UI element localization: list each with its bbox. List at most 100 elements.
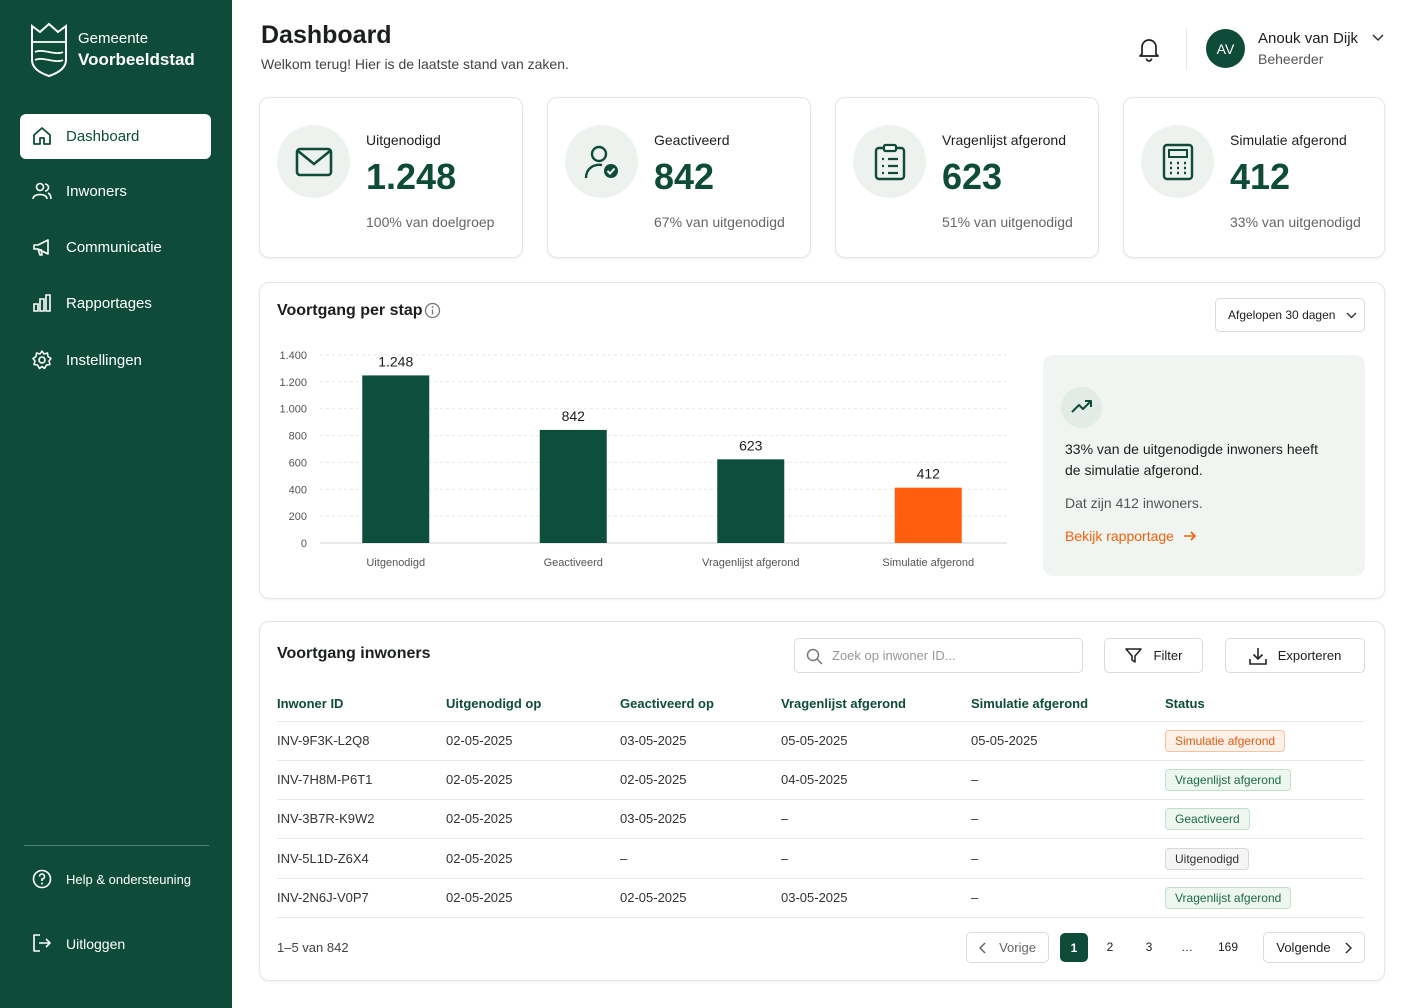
page-subtitle: Welkom terug! Hier is de laatste stand v… <box>261 56 569 72</box>
x-tick-label: Vragenlijst afgerond <box>702 557 799 569</box>
nav-label: Instellingen <box>66 352 142 369</box>
card-value: 1.248 <box>366 156 457 197</box>
bar <box>539 429 607 543</box>
sidebar: Gemeente Voorbeeldstad Dashboard Inwoner… <box>0 0 232 1008</box>
table-cell: 04-05-2025 <box>781 772 848 788</box>
page-button[interactable]: 169 <box>1217 940 1239 954</box>
y-tick-label: 1.200 <box>279 377 307 389</box>
card-icon <box>853 125 926 198</box>
card-icon <box>277 125 350 198</box>
x-tick-label: Simulatie afgerond <box>882 557 974 569</box>
divider <box>1186 28 1187 70</box>
period-select[interactable]: Afgelopen 30 dagen <box>1215 298 1365 332</box>
prev-label: Vorige <box>999 940 1036 955</box>
nav-item[interactable]: Dashboard <box>20 114 211 159</box>
table-cell: – <box>971 772 979 788</box>
table-cell: – <box>971 850 979 866</box>
search-input[interactable]: Zoek op inwoner ID... <box>794 638 1083 673</box>
insight-link[interactable]: Bekijk rapportage <box>1065 528 1197 544</box>
card-label: Geactiveerd <box>654 132 730 148</box>
table-cell: INV-7H8M-P6T1 <box>277 772 373 788</box>
help-label: Help & ondersteuning <box>66 872 192 887</box>
table-cell: 05-05-2025 <box>781 733 848 748</box>
nav-label: Dashboard <box>66 128 140 145</box>
user-menu-chevron[interactable] <box>1371 32 1385 44</box>
nav-label: Inwoners <box>66 183 127 200</box>
nav-item[interactable]: Instellingen <box>20 338 211 383</box>
card-value: 842 <box>654 156 715 197</box>
row-line <box>277 838 1364 840</box>
filter-label: Filter <box>1153 648 1183 663</box>
brand-line2: Voorbeeldstad <box>78 50 195 69</box>
table-cell: 02-05-2025 <box>446 889 513 905</box>
export-button[interactable]: Exporteren <box>1225 638 1365 673</box>
card-label: Simulatie afgerond <box>1230 132 1347 148</box>
page-button[interactable]: 3 <box>1145 940 1153 954</box>
column-header: Uitgenodigd op <box>446 696 542 711</box>
icon-help <box>32 869 52 889</box>
y-tick-label: 600 <box>289 457 307 469</box>
card-label: Vragenlijst afgerond <box>942 132 1067 148</box>
user-name[interactable]: Anouk van Dijk <box>1258 30 1359 47</box>
y-tick-label: 0 <box>301 538 307 550</box>
card-icon <box>565 125 638 198</box>
table-cell: 02-05-2025 <box>620 772 687 788</box>
status-badge: Geactiveerd <box>1165 808 1250 831</box>
nav-label: Rapportages <box>66 295 152 312</box>
chart-title: Voortgang per stap <box>277 302 423 319</box>
table-title: Voortgang inwoners <box>277 645 431 662</box>
bar-value-label: 623 <box>739 437 763 453</box>
insight-icon <box>1061 387 1102 428</box>
nav-item[interactable]: Communicatie <box>20 225 211 270</box>
row-line <box>277 799 1364 801</box>
card-label: Uitgenodigd <box>366 132 441 148</box>
row-line <box>277 916 1364 918</box>
insight-text: 33% van de uitgenodigde inwoners heeft d… <box>1065 441 1318 478</box>
card-value: 623 <box>942 156 1003 197</box>
notifications[interactable] <box>1137 36 1161 62</box>
prev-button[interactable]: Vorige <box>966 932 1049 963</box>
column-header: Geactiveerd op <box>620 696 714 711</box>
table-cell: – <box>971 889 979 905</box>
bar-chart: 0 200 400 600 800 1.000 1.200 1.400 Uitgenodigd 1… <box>279 350 1007 569</box>
column-header: Inwoner ID <box>277 696 344 711</box>
icon-megaphone <box>33 239 49 256</box>
icon-settings <box>32 350 52 370</box>
status-badge: Vragenlijst afgerond <box>1165 886 1292 909</box>
stat-card: Vragenlijst afgerond 623 51% van uitgeno… <box>835 97 1099 258</box>
column-header: Vragenlijst afgerond <box>781 696 906 711</box>
x-tick-label: Geactiveerd <box>544 557 603 569</box>
header-line <box>277 721 1364 722</box>
card-note: 33% van uitgenodigd <box>1230 214 1361 230</box>
icon-logout <box>33 934 51 952</box>
search-placeholder: Zoek op inwoner ID... <box>832 648 956 663</box>
avatar: AV <box>1206 29 1245 68</box>
table-cell: INV-3B7R-K9W2 <box>277 811 375 827</box>
next-button[interactable]: Volgende <box>1263 932 1365 963</box>
info-icon[interactable] <box>424 302 441 319</box>
help-link[interactable]: Help & ondersteuning <box>20 857 211 902</box>
table-cell: 03-05-2025 <box>620 733 687 748</box>
card-value: 412 <box>1230 156 1291 197</box>
page-button[interactable]: 2 <box>1106 940 1114 954</box>
logout-label: Uitloggen <box>66 935 126 952</box>
insight-detail: Dat zijn 412 inwoners. <box>1065 495 1203 511</box>
nav-item[interactable]: Inwoners <box>20 169 211 214</box>
table-cell: 03-05-2025 <box>620 811 687 827</box>
stat-card: Uitgenodigd 1.248 100% van doelgroep <box>259 97 523 258</box>
icon-home <box>33 127 51 145</box>
table-cell: 02-05-2025 <box>446 850 513 866</box>
page-ellipsis: … <box>1181 940 1193 954</box>
table-cell: 02-05-2025 <box>446 772 513 788</box>
page-button[interactable]: 1 <box>1060 933 1088 962</box>
bar-value-label: 412 <box>917 466 941 482</box>
logout-link[interactable]: Uitloggen <box>20 921 211 966</box>
filter-button[interactable]: Filter <box>1104 638 1203 673</box>
nav-item[interactable]: Rapportages <box>20 281 211 326</box>
stat-card: Simulatie afgerond 412 33% van uitgenodi… <box>1123 97 1385 258</box>
row-line <box>277 760 1364 761</box>
status-badge: Uitgenodigd <box>1165 847 1250 870</box>
table-panel <box>259 621 1385 981</box>
bar-value-label: 1.248 <box>378 353 413 369</box>
table-cell: – <box>781 850 789 866</box>
